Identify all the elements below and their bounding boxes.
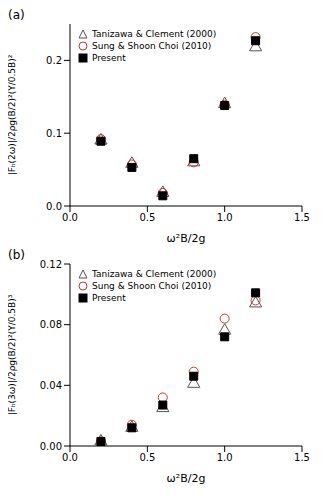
- svg-text:0.0: 0.0: [62, 452, 78, 463]
- svg-text:|Fₕ(2ω)|/2ρg(B/2)²(Y/0.5B)²: |Fₕ(2ω)|/2ρg(B/2)²(Y/0.5B)²: [8, 54, 17, 175]
- svg-text:0.5: 0.5: [139, 452, 155, 463]
- svg-text:0.0: 0.0: [62, 212, 78, 223]
- svg-text:1.0: 1.0: [217, 212, 233, 223]
- html-text:Tanizawa & Clement (2000): Tanizawa & Clement (2000): [92, 269, 217, 279]
- svg-text:0.08: 0.08: [40, 319, 62, 330]
- svg-text:0.5: 0.5: [139, 212, 155, 223]
- svg-text:0.1: 0.1: [46, 128, 62, 139]
- html-text:(a): (a): [8, 8, 25, 22]
- html-text:Tanizawa & Clement (2000): Tanizawa & Clement (2000): [92, 29, 217, 39]
- svg-text:1.0: 1.0: [217, 452, 233, 463]
- html-text:(b): (b): [8, 248, 25, 262]
- svg-text:0.12: 0.12: [40, 259, 62, 270]
- svg-text:1.5: 1.5: [294, 452, 310, 463]
- svg-text:ω²B/2g: ω²B/2g: [167, 232, 206, 245]
- svg-text:0.0: 0.0: [46, 201, 62, 212]
- svg-text:ω²B/2g: ω²B/2g: [167, 472, 206, 485]
- svg-text:0.00: 0.00: [40, 441, 62, 452]
- html-text:Sung & Shoon Choi (2010): Sung & Shoon Choi (2010): [92, 41, 212, 51]
- svg-text:0.2: 0.2: [46, 55, 62, 66]
- svg-text:0.04: 0.04: [40, 380, 62, 391]
- svg-text:1.5: 1.5: [294, 212, 310, 223]
- html-text:Sung & Shoon Choi (2010): Sung & Shoon Choi (2010): [92, 281, 212, 291]
- html-text:Present: Present: [92, 293, 126, 303]
- html-text:Present: Present: [92, 53, 126, 63]
- svg-text:|Fₕ(3ω)|/2ρg(B/2)²(Y/0.5B)³: |Fₕ(3ω)|/2ρg(B/2)²(Y/0.5B)³: [8, 294, 17, 415]
